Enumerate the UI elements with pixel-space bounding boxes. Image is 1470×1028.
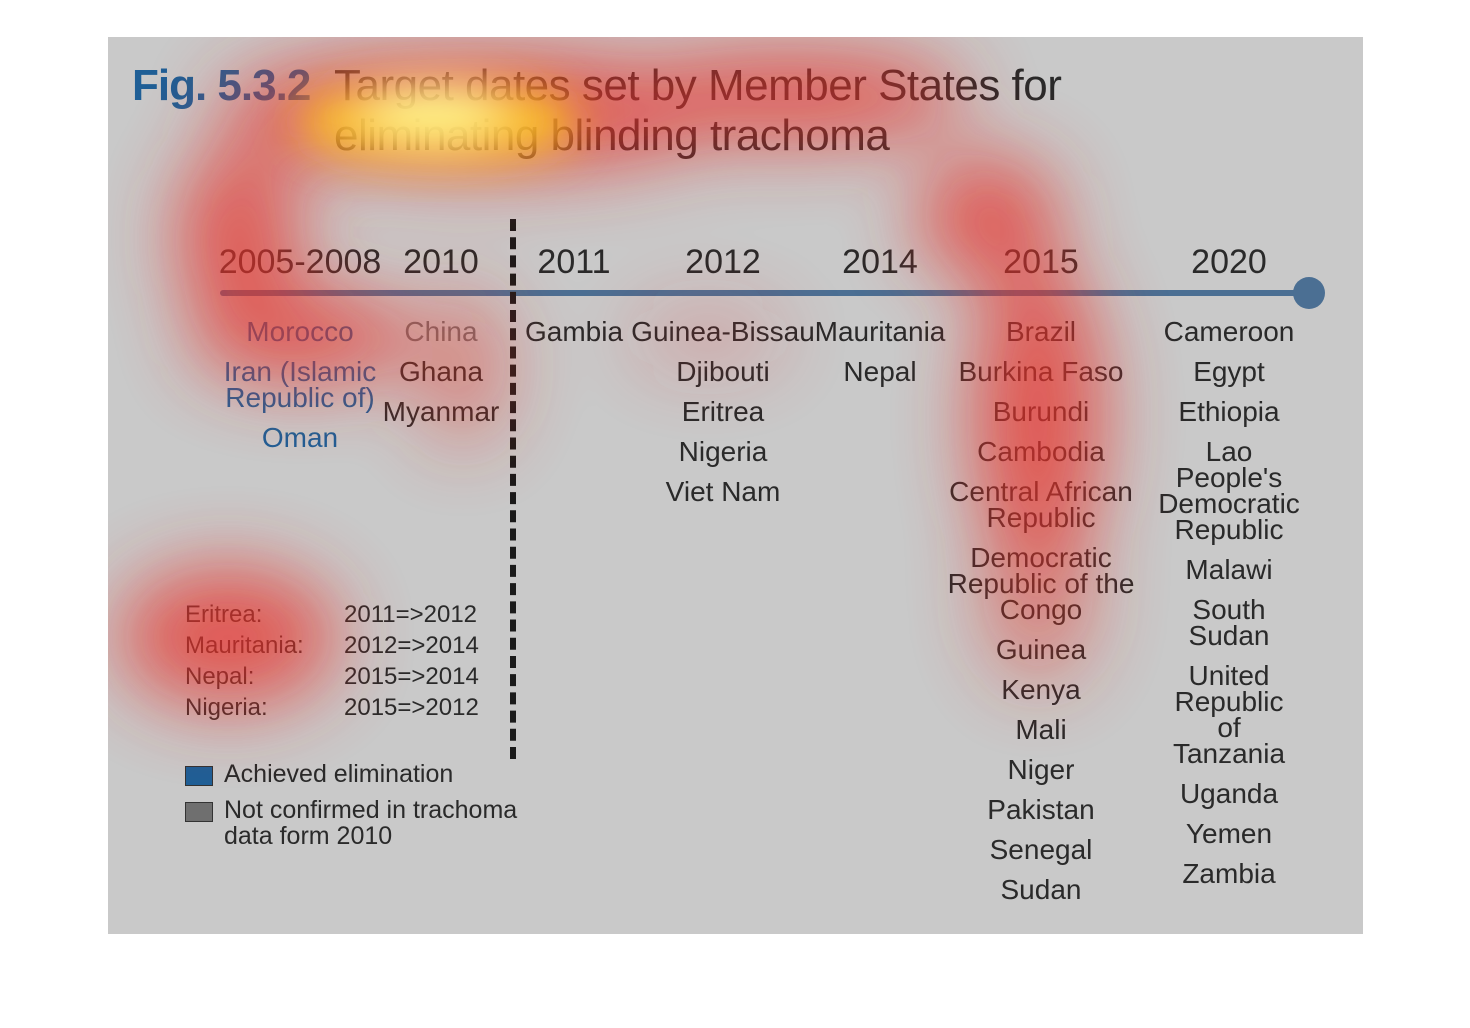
year-label: 2012 (685, 243, 761, 281)
country-list: Guinea-Bissau Djibouti Eritrea Nigeria Viet … (631, 316, 815, 507)
country-item: United Republic of Tanzania (1172, 660, 1286, 769)
figure-title: Target dates set by Member States for el… (334, 61, 1062, 160)
legend: Achieved elimination Not confirmed in tra… (185, 761, 517, 859)
country-item: Burundi (992, 396, 1090, 427)
timeline-column-2012: 2012 Guinea-Bissau Djibouti Eritrea Nigeria V… (631, 237, 815, 519)
figure-panel: Fig. 5.3.2 Target dates set by Member St… (108, 37, 1363, 934)
country-item: Senegal (989, 834, 1093, 865)
date-change-country: Nepal: (185, 663, 255, 690)
country-item: Ethiopia (1178, 396, 1280, 427)
country-item: Cambodia (977, 436, 1105, 467)
country-item: Djibouti (676, 356, 770, 387)
date-change-row: Nepal: 2015=>2014 (185, 661, 479, 692)
country-item: Ghana (398, 356, 484, 387)
year-label: 2011 (537, 243, 611, 281)
timeline-column-2011: 2011 Gambia (525, 237, 623, 359)
country-item: Pakistan (987, 794, 1095, 825)
year-label: 2015 (1003, 243, 1079, 281)
date-change-row: Mauritania: 2012=>2014 (185, 630, 479, 661)
date-change-country: Nigeria: (185, 694, 268, 721)
year-label: 2014 (842, 243, 918, 281)
date-changes-list: Eritrea: 2011=>2012 Mauritania: 2012=>2014 N… (185, 599, 479, 723)
date-change-value: 2012=>2014 (344, 632, 479, 659)
country-item: Iran (Islamic Republic of) (223, 356, 377, 413)
legend-swatch (185, 802, 213, 822)
date-change-value: 2015=>2012 (344, 694, 479, 721)
legend-item: Achieved elimination (185, 761, 517, 787)
country-item: Morocco (246, 316, 354, 347)
country-item: China (404, 316, 478, 347)
country-item: Lao People's Democratic Republic (1158, 436, 1300, 545)
country-item: Oman (261, 422, 339, 453)
date-change-value: 2015=>2014 (344, 663, 479, 690)
country-item: Cameroon (1163, 316, 1295, 347)
country-item: Malawi (1185, 554, 1273, 585)
timeline-column-2015: 2015 Brazil Burkina Faso Burundi Cambodia Cen… (948, 237, 1135, 917)
country-item: Egypt (1193, 356, 1265, 387)
country-item: Mauritania (814, 316, 946, 347)
date-change-country: Mauritania: (185, 632, 304, 659)
country-item: Gambia (524, 316, 624, 347)
timeline-column-2014: 2014 Mauritania Nepal (815, 237, 946, 399)
timeline-column-2010: 2010 China Ghana Myanmar (383, 237, 500, 439)
country-list: China Ghana Myanmar (382, 316, 500, 427)
country-item: Mali (1015, 714, 1067, 745)
country-list: Morocco Iran (Islamic Republic of) Oman (219, 316, 382, 453)
country-item: Brazil (1005, 316, 1077, 347)
country-item: Guinea (995, 634, 1087, 665)
country-item: Kenya (1001, 674, 1081, 705)
country-item: Eritrea (681, 396, 765, 427)
legend-label: Not confirmed in trachoma data form 2010 (224, 796, 518, 850)
timeline-column-2005-2008: 2005-2008 Morocco Iran (Islamic Republic o… (219, 237, 382, 465)
country-item: Zambia (1182, 858, 1276, 889)
country-item: Central African Republic (949, 476, 1133, 533)
timeline-column-2020: 2020 Cameroon Egypt Ethiopia Lao People's De… (1158, 237, 1300, 901)
figure-label: Fig. 5.3.2 (132, 61, 311, 110)
timeline-axis (220, 290, 1310, 296)
legend-label: Achieved elimination (224, 760, 454, 788)
country-list: Cameroon Egypt Ethiopia Lao People's Democr… (1158, 316, 1300, 889)
country-list: Brazil Burkina Faso Burundi Cambodia Central… (947, 316, 1135, 905)
date-change-row: Nigeria: 2015=>2012 (185, 692, 479, 723)
legend-swatch (185, 766, 213, 786)
date-change-row: Eritrea: 2011=>2012 (185, 599, 479, 630)
legend-item: Not confirmed in trachoma data form 2010 (185, 797, 517, 849)
country-item: Niger (1007, 754, 1075, 785)
country-item: Yemen (1185, 818, 1273, 849)
country-list: Gambia (524, 316, 624, 347)
year-label: 2005-2008 (218, 243, 382, 281)
dashed-divider (510, 219, 516, 759)
country-item: Myanmar (382, 396, 500, 427)
country-item: Sudan (1000, 874, 1082, 905)
year-label: 2010 (403, 243, 479, 281)
date-change-country: Eritrea: (185, 601, 263, 628)
country-item: South Sudan (1188, 594, 1270, 651)
country-list: Mauritania Nepal (814, 316, 946, 387)
country-item: Nigeria (678, 436, 768, 467)
country-item: Burkina Faso (958, 356, 1124, 387)
country-item: Viet Nam (665, 476, 781, 507)
timeline-end-marker (1293, 277, 1325, 309)
country-item: Guinea-Bissau (631, 316, 815, 347)
country-item: Nepal (843, 356, 917, 387)
country-item: Democratic Republic of the Congo (947, 542, 1135, 625)
year-label: 2020 (1191, 243, 1267, 281)
country-item: Uganda (1179, 778, 1279, 809)
date-change-value: 2011=>2012 (344, 601, 478, 628)
